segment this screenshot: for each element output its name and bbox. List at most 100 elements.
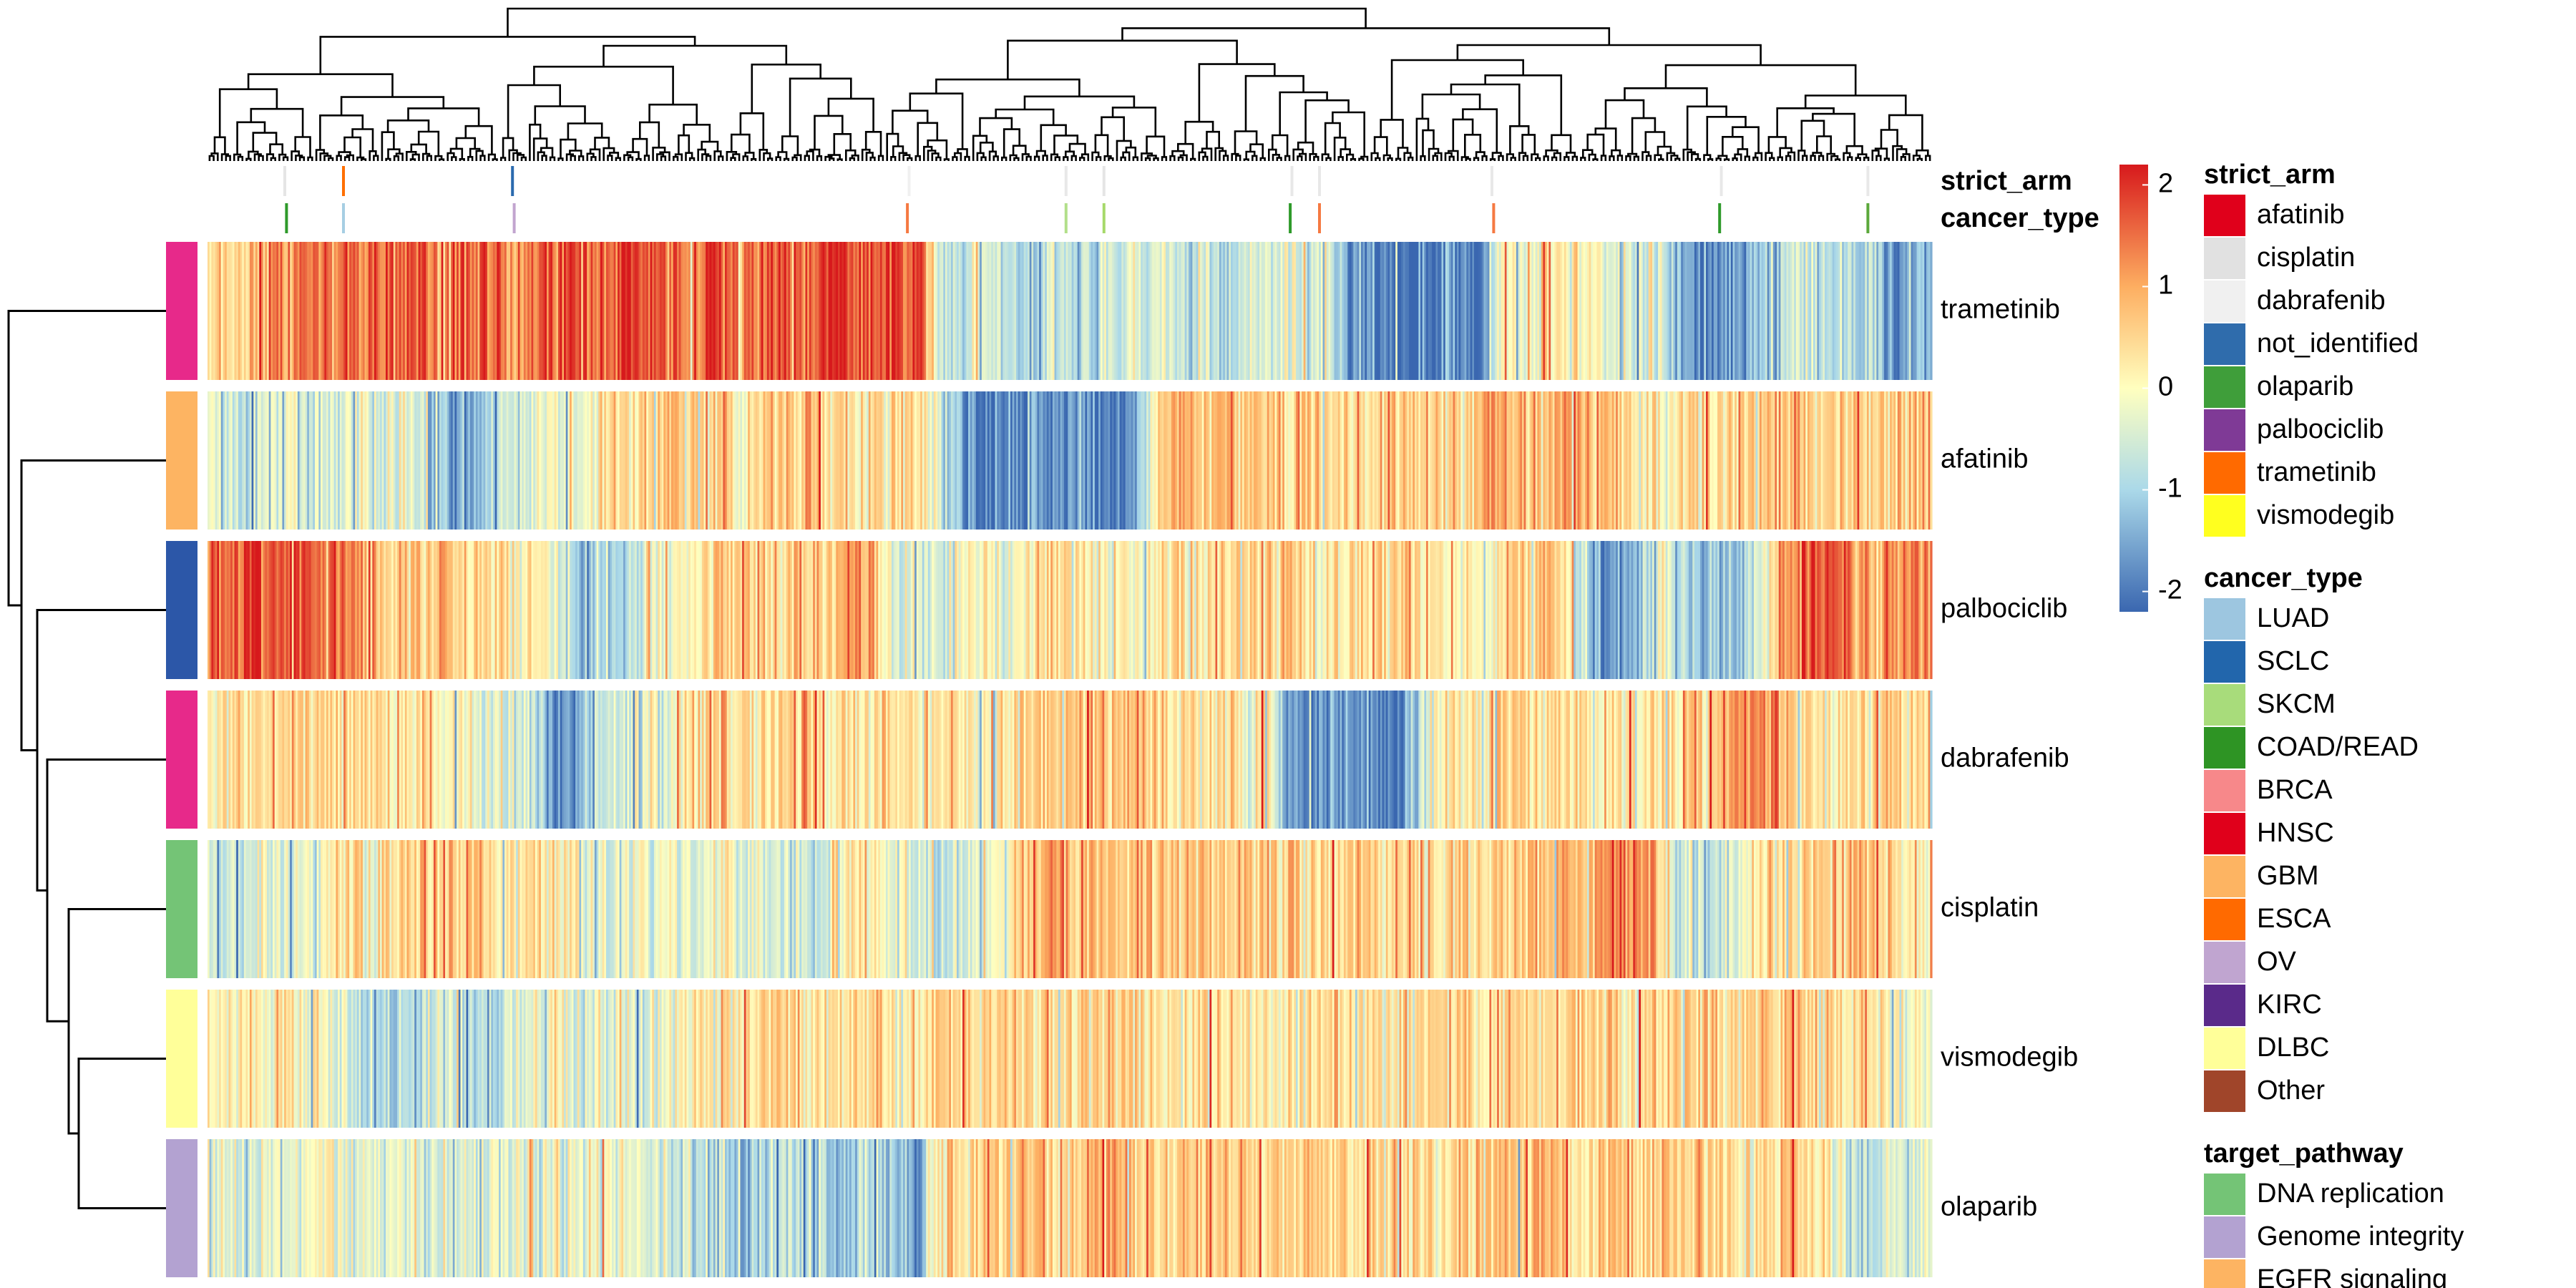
heatmap-cell bbox=[548, 691, 551, 829]
heatmap-cell bbox=[1361, 242, 1364, 380]
heatmap-cell bbox=[765, 541, 768, 679]
heatmap-cell bbox=[567, 391, 570, 530]
heatmap-cell bbox=[1614, 840, 1616, 978]
heatmap-cell bbox=[826, 541, 829, 679]
heatmap-cell bbox=[545, 541, 547, 679]
heatmap-cell bbox=[1367, 541, 1370, 679]
heatmap-cell bbox=[1485, 840, 1488, 978]
heatmap-cell bbox=[1506, 691, 1509, 829]
heatmap-cell bbox=[265, 242, 268, 380]
heatmap-cell bbox=[1402, 242, 1406, 380]
heatmap-cell bbox=[1428, 541, 1431, 679]
heatmap-cell bbox=[1882, 541, 1885, 679]
heatmap-cell bbox=[1257, 242, 1260, 380]
heatmap-cell bbox=[784, 391, 787, 530]
heatmap-cell bbox=[1778, 391, 1782, 530]
heatmap-cell bbox=[1860, 242, 1864, 380]
heatmap-cell bbox=[799, 840, 802, 978]
heatmap-cell bbox=[1277, 840, 1279, 978]
heatmap-cell bbox=[1794, 541, 1797, 679]
heatmap-cell bbox=[1004, 391, 1008, 530]
heatmap-cell bbox=[1485, 242, 1488, 380]
heatmap-cell bbox=[1121, 691, 1124, 829]
heatmap-cell bbox=[410, 391, 414, 530]
heatmap-cell bbox=[1723, 840, 1726, 978]
heatmap-cell bbox=[318, 691, 321, 829]
heatmap-cell bbox=[974, 691, 977, 829]
heatmap-cell bbox=[1907, 242, 1910, 380]
heatmap-cell bbox=[950, 840, 954, 978]
heatmap-cell bbox=[1056, 990, 1059, 1128]
heatmap-cell bbox=[755, 541, 758, 679]
heatmap-cell bbox=[799, 990, 802, 1128]
heatmap-cell bbox=[1832, 691, 1835, 829]
heatmap-cell bbox=[964, 242, 967, 380]
heatmap-cell bbox=[1148, 691, 1151, 829]
heatmap-cell bbox=[1891, 840, 1895, 978]
heatmap-cell bbox=[1426, 242, 1429, 380]
heatmap-cell bbox=[1809, 840, 1812, 978]
heatmap-cell bbox=[1809, 691, 1812, 829]
heatmap-cell bbox=[1349, 242, 1352, 380]
heatmap-cell bbox=[1050, 691, 1053, 829]
heatmap-cell bbox=[1667, 691, 1670, 829]
heatmap-cell bbox=[393, 242, 396, 380]
heatmap-cell bbox=[895, 242, 898, 380]
heatmap-cell bbox=[992, 990, 996, 1128]
heatmap-cell bbox=[621, 691, 624, 829]
heatmap-cell bbox=[1029, 840, 1033, 978]
heatmap-cell bbox=[1504, 242, 1508, 380]
heatmap-cell bbox=[1673, 541, 1676, 679]
heatmap-cell bbox=[862, 990, 866, 1128]
heatmap-cell bbox=[562, 391, 565, 530]
heatmap-cell bbox=[1179, 391, 1181, 530]
heatmap-cell bbox=[1679, 391, 1682, 530]
heatmap-cell bbox=[1771, 840, 1774, 978]
heatmap-cell bbox=[1221, 242, 1224, 380]
heatmap-cell bbox=[525, 541, 528, 679]
heatmap-cell bbox=[1591, 242, 1594, 380]
heatmap-cell bbox=[673, 691, 675, 829]
heatmap-cell bbox=[1104, 242, 1107, 380]
heatmap-cell bbox=[997, 391, 1000, 530]
heatmap-cell bbox=[1217, 541, 1220, 679]
heatmap-cell bbox=[1192, 691, 1195, 829]
heatmap-cell bbox=[575, 541, 578, 679]
heatmap-cell bbox=[613, 840, 616, 978]
heatmap-cell bbox=[454, 840, 457, 978]
heatmap-cell bbox=[497, 242, 499, 380]
heatmap-cell bbox=[794, 990, 796, 1128]
heatmap-cell bbox=[1125, 691, 1128, 829]
heatmap-cell bbox=[592, 691, 595, 829]
heatmap-cell bbox=[1244, 391, 1246, 530]
heatmap-cell bbox=[955, 840, 957, 978]
heatmap-cell bbox=[1820, 391, 1823, 530]
heatmap-cell bbox=[918, 840, 921, 978]
heatmap-cell bbox=[1010, 391, 1013, 530]
heatmap-cell bbox=[1631, 840, 1634, 978]
heatmap-cell bbox=[837, 691, 841, 829]
heatmap-cell bbox=[562, 541, 565, 679]
heatmap-cell bbox=[1848, 391, 1850, 530]
heatmap-cell bbox=[927, 242, 931, 380]
heatmap-cell bbox=[483, 541, 486, 679]
heatmap-cell bbox=[236, 541, 239, 679]
heatmap-cell bbox=[1110, 242, 1113, 380]
heatmap-cell bbox=[1510, 242, 1513, 380]
heatmap-cell bbox=[761, 990, 764, 1128]
heatmap-cell bbox=[1650, 242, 1653, 380]
heatmap-cell bbox=[675, 990, 678, 1128]
heatmap-cell bbox=[1702, 541, 1704, 679]
heatmap-cell bbox=[1667, 541, 1670, 679]
heatmap-cell bbox=[1568, 691, 1571, 829]
heatmap-cell bbox=[1209, 541, 1212, 679]
heatmap-cell bbox=[1267, 691, 1270, 829]
heatmap-cell bbox=[930, 691, 932, 829]
heatmap-cell bbox=[904, 242, 907, 380]
heatmap-cell bbox=[504, 242, 507, 380]
heatmap-cell bbox=[1529, 840, 1532, 978]
heatmap-cell bbox=[1526, 840, 1528, 978]
heatmap-cell bbox=[811, 242, 814, 380]
heatmap-cell bbox=[688, 990, 691, 1128]
heatmap-cell bbox=[314, 840, 318, 978]
